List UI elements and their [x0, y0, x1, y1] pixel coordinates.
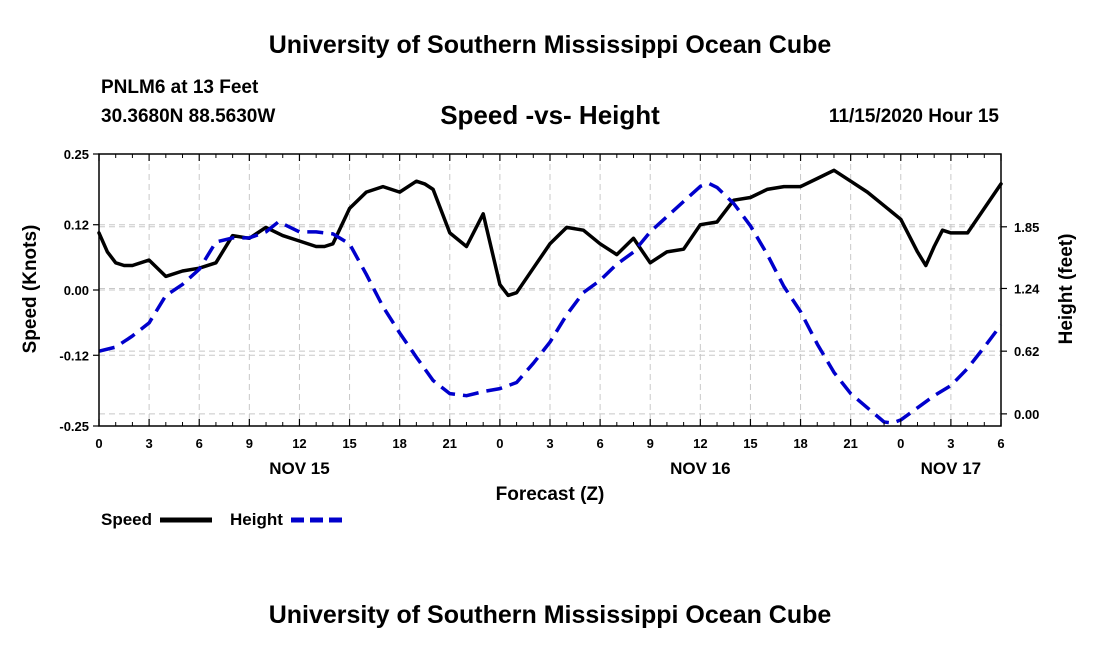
- x-tick-label: 0: [496, 436, 503, 451]
- axes-layer: 0 3 6 9 12 15 18 21 0 3 6 9 12 15 18 21 0 3 6 NOV 15 NOV 16 N…: [59, 147, 1040, 478]
- series-layer: [97, 168, 1003, 425]
- x-tick-label: 6: [596, 436, 603, 451]
- speed-series-line: [97, 168, 1003, 298]
- date-label: NOV 15: [269, 459, 329, 478]
- date-label: NOV 16: [670, 459, 730, 478]
- x-tick-label: 15: [342, 436, 356, 451]
- date-label: NOV 17: [921, 459, 981, 478]
- legend-speed-label: Speed: [101, 510, 152, 529]
- x-tick-label: 9: [246, 436, 253, 451]
- x-tick-label: 18: [392, 436, 406, 451]
- y2-axis-label: Height (feet): [1056, 234, 1077, 345]
- x-axis-label: Forecast (Z): [496, 484, 605, 505]
- y-tick-label: -0.12: [59, 348, 89, 363]
- y-tick-label: 0.25: [64, 147, 89, 162]
- y2-tick-label: 0.00: [1014, 407, 1039, 422]
- height-series-line: [98, 181, 1003, 425]
- x-tick-label: 0: [95, 436, 102, 451]
- station-coordinates: 30.3680N 88.5630W: [101, 106, 276, 127]
- y2-tick-label: 0.62: [1014, 344, 1039, 359]
- x-tick-label: 3: [546, 436, 553, 451]
- legend: Speed Height: [101, 510, 343, 529]
- header-title: University of Southern Mississippi Ocean…: [268, 31, 832, 59]
- y2-tick-label: 1.85: [1014, 220, 1039, 235]
- legend-height-label: Height: [230, 510, 283, 529]
- x-tick-label: 6: [997, 436, 1004, 451]
- x-tick-label: 3: [947, 436, 954, 451]
- x-tick-label: 18: [793, 436, 807, 451]
- y-tick-label: 0.12: [64, 218, 89, 233]
- forecast-datetime: 11/15/2020 Hour 15: [828, 106, 999, 127]
- footer-title: University of Southern Mississippi Ocean…: [268, 601, 832, 629]
- x-tick-label: 12: [292, 436, 306, 451]
- y2-tick-label: 1.24: [1014, 281, 1040, 296]
- x-tick-label: 15: [743, 436, 757, 451]
- station-name: PNLM6 at 13 Feet: [101, 77, 259, 98]
- y-axis-label: Speed (Knots): [20, 225, 41, 354]
- chart-title: Speed -vs- Height: [440, 100, 660, 130]
- x-tick-label: 21: [443, 436, 457, 451]
- x-tick-label: 21: [843, 436, 857, 451]
- x-tick-label: 9: [647, 436, 654, 451]
- y-tick-label: -0.25: [59, 419, 89, 434]
- grid-lines: [99, 154, 1001, 426]
- x-tick-label: 3: [145, 436, 152, 451]
- x-tick-label: 6: [196, 436, 203, 451]
- y-tick-label: 0.00: [64, 283, 89, 298]
- x-tick-label: 12: [693, 436, 707, 451]
- x-tick-label: 0: [897, 436, 904, 451]
